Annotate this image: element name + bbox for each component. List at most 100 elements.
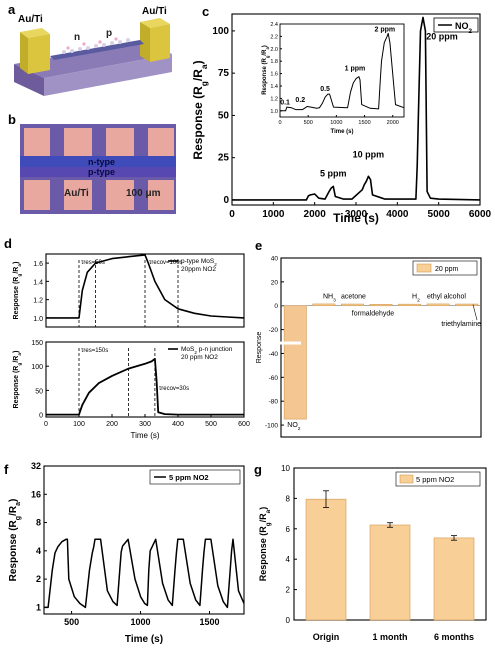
e-axis-break xyxy=(277,341,301,345)
d-top-ytick-label-0: 1.0 xyxy=(33,316,43,323)
e-bar-5 xyxy=(426,303,450,307)
d-bottom-ytick-label-2: 100 xyxy=(31,364,43,371)
c-inset-ytick-label-2: 1.4 xyxy=(270,84,278,90)
c-inset-frame xyxy=(279,23,405,118)
d-top-annotation-0: τres=50s xyxy=(81,260,105,266)
flake-layer xyxy=(50,40,144,60)
c-ylabel: Response (Rg/Ra) xyxy=(191,60,209,159)
e-category-label-1: NH3 xyxy=(323,294,336,304)
e-ytick-label-4: -20 xyxy=(269,327,279,334)
device-schematic: Au/Ti n p Au/Ti xyxy=(14,6,172,96)
e-ytick-label-6: 20 xyxy=(271,279,279,286)
electrode-left-top xyxy=(20,28,50,38)
label-au-ti: Au/Ti xyxy=(64,188,89,199)
panel-g: g 0 2 4 6 8 10 Origin 1 month 6 months Response (… xyxy=(250,452,495,650)
d-bottom-ylabel: Response (Rg/Ra) xyxy=(13,351,23,409)
d-bottom-annotation-1: τrecov=30s xyxy=(159,386,189,392)
chart-e: -100 -80 -60 -40 -20 0 20 40 NO2 NH3 acetone formal… xyxy=(256,256,482,438)
d-bottom-annotation-0: τres=150s xyxy=(81,348,108,354)
d-top-legend-label-1: 20ppm NO2 xyxy=(181,266,216,273)
d-bottom-ytick-label-0: 0 xyxy=(39,413,43,420)
f-ytick-label-5: 32 xyxy=(31,461,41,471)
d-top-ytick-label-1: 1.2 xyxy=(33,298,43,305)
f-ytick-label-0: 1 xyxy=(36,602,41,612)
substrate-front xyxy=(44,54,172,96)
e-category-label-3: formaldehyde xyxy=(352,310,395,317)
e-ytick-label-5: 0 xyxy=(274,303,278,310)
e-bar-6 xyxy=(455,303,479,307)
c-inset-xtick-label-0: 0 xyxy=(278,120,281,126)
f-xtick-label-2: 1500 xyxy=(200,617,220,627)
electrode-left-side xyxy=(20,32,28,74)
f-ytick-label-3: 8 xyxy=(36,518,41,528)
g-ytick-label-2: 4 xyxy=(286,555,291,564)
panel-c-letter: c xyxy=(202,4,210,19)
f-ytick-label-2: 4 xyxy=(36,546,41,556)
g-legend-swatch xyxy=(399,474,414,484)
e-category-label-5: ethyl alcohol xyxy=(427,294,466,301)
gold-pads xyxy=(24,128,174,210)
panel-c: c 0 1000 2000 3000 4000 5000 6000 0 25 50 75 100 Res… xyxy=(180,0,495,225)
e-category-label-0: NO2 xyxy=(287,422,301,432)
c-inset-ytick-label-0: 1.0 xyxy=(270,109,278,115)
panel-b: b n-type p-type Au/Ti 100 μm xyxy=(2,112,182,216)
e-bar-4 xyxy=(398,303,422,307)
g-ytick-label-1: 2 xyxy=(286,586,291,595)
d-top-legend-label-0: p-type MoS2 xyxy=(181,258,217,267)
c-inset-xlabel: Time (s) xyxy=(331,129,354,135)
c-xlabel: Time (s) xyxy=(333,211,379,225)
g-bar-2 xyxy=(433,537,475,621)
d-top-annotation-1: τrecov=100s xyxy=(149,260,183,266)
d-bottom-xtick-label-1: 100 xyxy=(73,421,85,428)
panel-f-letter: f xyxy=(4,462,9,477)
d-xlabel: Time (s) xyxy=(130,431,159,440)
electrode-right-front xyxy=(150,24,170,62)
c-inset-ytick-label-6: 2.2 xyxy=(270,34,278,40)
c-inset-ytick-label-5: 2.0 xyxy=(270,47,278,53)
c-legend-label: NO2 xyxy=(455,21,473,35)
f-legend-box xyxy=(149,469,241,485)
panel-e-letter: e xyxy=(255,238,263,253)
c-ytick-label-2: 50 xyxy=(218,110,230,121)
f-xlabel: Time (s) xyxy=(125,634,163,645)
e-bar-0 xyxy=(283,305,307,420)
e-ytick-label-0: -100 xyxy=(265,423,278,430)
panel-a: a Au/Ti n p Au/Ti xyxy=(2,2,177,110)
e-ytick-label-2: -60 xyxy=(269,375,279,382)
label-p: p xyxy=(106,28,112,39)
c-ytick-label-1: 25 xyxy=(218,153,230,164)
panel-b-letter: b xyxy=(8,112,16,127)
c-inset-series-line xyxy=(280,32,405,112)
n-type-flake xyxy=(20,156,176,167)
d-top-ytick-label-3: 1.6 xyxy=(33,261,43,268)
c-inset-xtick-label-1: 500 xyxy=(304,120,313,126)
label-n-type: n-type xyxy=(88,157,115,167)
d-bottom-ytick-label-3: 150 xyxy=(31,340,43,347)
d-bottom-xtick-label-2: 200 xyxy=(106,421,118,428)
c-xtick-label-5: 5000 xyxy=(428,209,451,220)
c-inset-ytick-label-3: 1.6 xyxy=(270,72,278,78)
c-ytick-label-3: 75 xyxy=(218,68,230,79)
p-type-flake xyxy=(20,167,176,177)
panel-e: e -100 -80 -60 -40 -20 0 20 40 NO2 NH3 acetone form… xyxy=(255,232,495,447)
e-triethylamine-pointer xyxy=(472,304,478,321)
g-category-label-1: 1 month xyxy=(373,632,408,642)
g-ytick-label-5: 10 xyxy=(281,464,290,473)
d-top-series-line xyxy=(46,254,245,319)
g-legend-box xyxy=(395,471,481,487)
f-ytick-label-4: 16 xyxy=(31,489,41,499)
e-ytick-label-3: -40 xyxy=(269,351,279,358)
c-inset-ylabel: Response (Rg/Ra) xyxy=(262,45,270,95)
c-xtick-label-3: 3000 xyxy=(345,209,368,220)
e-bar-3 xyxy=(369,304,393,307)
c-xtick-label-0: 0 xyxy=(229,209,235,220)
c-ytick-label-0: 0 xyxy=(223,195,229,206)
atoms xyxy=(62,37,130,54)
d-bottom-xtick-label-4: 400 xyxy=(172,421,184,428)
g-legend-label: 5 ppm NO2 xyxy=(416,475,454,484)
e-ylabel: Response xyxy=(256,332,263,364)
electrode-right-side xyxy=(140,22,150,62)
label-au-ti-left: Au/Ti xyxy=(18,14,43,25)
d-bottom-ytick-label-1: 50 xyxy=(35,388,43,395)
g-bar-0 xyxy=(305,498,347,621)
